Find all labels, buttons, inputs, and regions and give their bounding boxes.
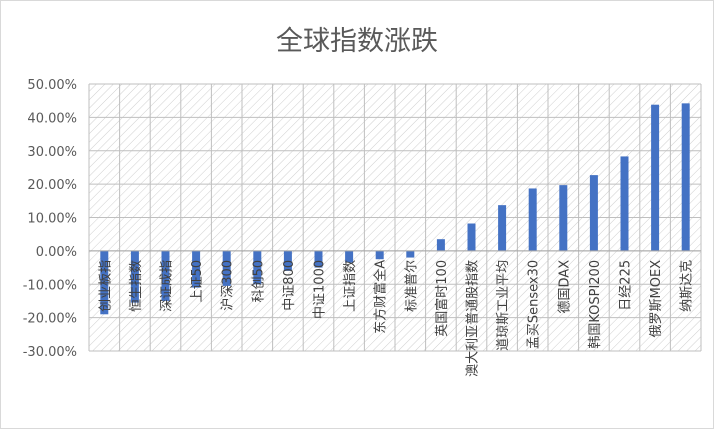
bar — [100, 250, 109, 315]
bar — [559, 185, 568, 251]
bar — [498, 205, 507, 251]
bar — [467, 223, 476, 251]
y-tick-label: 40.00% — [27, 111, 77, 126]
bar — [161, 250, 170, 301]
y-tick-label: 10.00% — [27, 212, 77, 227]
category-label: 道琼斯工业平均 — [496, 260, 511, 351]
category-label: 中证800 — [282, 260, 297, 311]
bar — [528, 188, 537, 251]
category-label: 标准普尔 — [404, 260, 419, 312]
category-label: 英国富时100 — [434, 260, 450, 337]
y-tick-label: 30.00% — [27, 145, 77, 160]
category-label: 创业板指 — [98, 260, 113, 312]
category-label: 上证指数 — [343, 260, 358, 312]
y-tick-label: -20.00% — [23, 312, 77, 327]
category-label: 澳大利亚普通股指数 — [465, 260, 481, 377]
category-label: 沪深300 — [220, 260, 236, 311]
y-tick-label: -10.00% — [23, 278, 77, 293]
category-label: 东方财富全A — [373, 260, 389, 334]
bar — [436, 239, 445, 251]
bar — [314, 250, 323, 268]
category-label: 中证1000 — [313, 260, 328, 319]
category-label: 科创50 — [251, 260, 266, 303]
bar — [345, 250, 354, 263]
bar — [589, 175, 598, 251]
bar — [406, 250, 415, 258]
bar — [130, 250, 139, 303]
y-tick-label: 20.00% — [27, 178, 77, 193]
y-tick-label: 50.00% — [27, 78, 77, 93]
chart-title: 全球指数涨跌 — [276, 26, 438, 57]
bar — [283, 250, 292, 271]
bar — [253, 250, 262, 285]
y-tick-label: -30.00% — [23, 345, 77, 360]
plot-area: 50.00% 40.00% 30.00% 20.00% 10.00% 0.00% -10.0… — [23, 78, 702, 377]
category-label: 韩国KOSPI200 — [588, 260, 603, 349]
category-label: 日经225 — [619, 260, 634, 311]
category-label: 纳斯达克 — [680, 260, 695, 312]
bar — [222, 250, 231, 286]
category-label: 深证成指 — [160, 260, 175, 312]
bar — [681, 103, 690, 251]
bar — [620, 156, 629, 251]
category-label: 孟买Sensex30 — [527, 260, 542, 349]
category-label: 上证50 — [190, 260, 205, 303]
category-label: 俄罗斯MOEX — [649, 260, 664, 338]
bar — [192, 250, 201, 288]
bar — [651, 104, 660, 251]
bar — [375, 250, 384, 260]
category-label: 德国DAX — [557, 260, 572, 314]
y-tick-label: 0.00% — [36, 245, 77, 260]
category-label: 恒生指数 — [129, 260, 144, 312]
